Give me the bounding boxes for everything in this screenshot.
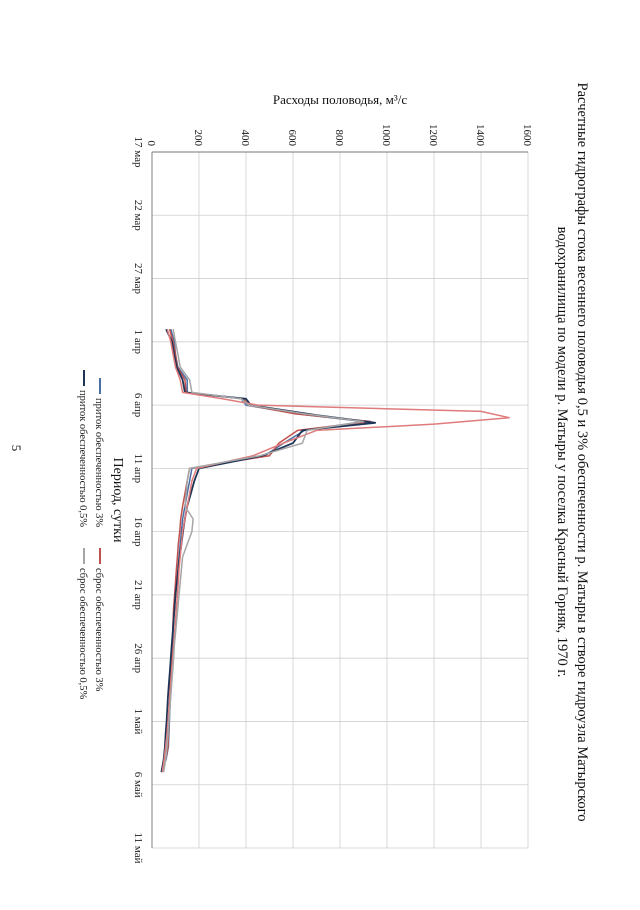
y-tick-label: 400	[239, 130, 251, 147]
legend: приток обеспеченностью 3% сброс обеспечен…	[77, 370, 104, 700]
series-line-3: приток обеспеченностью 0,5%	[160, 328, 377, 773]
series-lines: приток обеспеченностью 3%сброс обеспечен…	[160, 328, 510, 773]
x-tick-label: 1 май	[132, 709, 144, 735]
y-tick-label: 0	[145, 141, 157, 147]
chart-title-line-2: водохранилища по модели р. Матыры у посе…	[554, 227, 570, 678]
x-tick-label: 11 май	[132, 833, 144, 864]
x-tick-label: 6 апр	[132, 393, 144, 418]
x-tick-label: 1 апр	[132, 330, 144, 355]
legend-label: сброс обеспеченностью 0,5%	[77, 568, 88, 700]
y-tick-label: 1000	[380, 124, 392, 147]
legend-label: сброс обеспеченностью 3%	[93, 568, 104, 692]
chart-title: Расчетные гидрографы стока весеннего пол…	[554, 83, 590, 822]
x-tick-label: 26 апр	[132, 643, 144, 673]
axes: 0 200 400 600 800 1000 1200 1400 1600 17 мар 22 ма…	[110, 92, 533, 864]
legend-label: приток обеспеченностью 3%	[93, 398, 104, 527]
series-line-1: приток обеспеченностью 3%	[160, 328, 365, 773]
series-line-4: сброс обеспеченностью 0,5%	[161, 328, 510, 773]
series-line-5: сброс обеспеченностью 0,5% (сглаженный)	[162, 329, 365, 773]
y-tick-label: 1600	[521, 124, 533, 147]
y-tick-label: 1200	[427, 124, 439, 147]
y-tick-label: 1400	[474, 124, 486, 147]
x-tick-label: 22 мар	[132, 200, 144, 232]
y-tick-label: 800	[333, 130, 345, 147]
grid	[151, 151, 529, 849]
x-tick-label: 17 мар	[132, 136, 144, 168]
x-tick-label: 27 мар	[132, 263, 144, 295]
x-tick-label: 6 май	[132, 772, 144, 798]
y-axis-label: Расходы половодья, м³/с	[273, 92, 408, 107]
y-tick-label: 600	[286, 130, 298, 147]
y-tick-label: 200	[192, 130, 204, 147]
x-axis-label: Период, сутки	[110, 458, 125, 543]
chart-title-line-1: Расчетные гидрографы стока весеннего пол…	[574, 83, 590, 822]
series-line-2: сброс обеспеченностью 3%	[161, 328, 372, 773]
x-tick-label: 21 апр	[132, 580, 144, 610]
x-tick-label: 16 апр	[132, 517, 144, 547]
legend-label: приток обеспеченностью 0,5%	[77, 390, 88, 527]
x-tick-label: 11 апр	[132, 454, 144, 484]
